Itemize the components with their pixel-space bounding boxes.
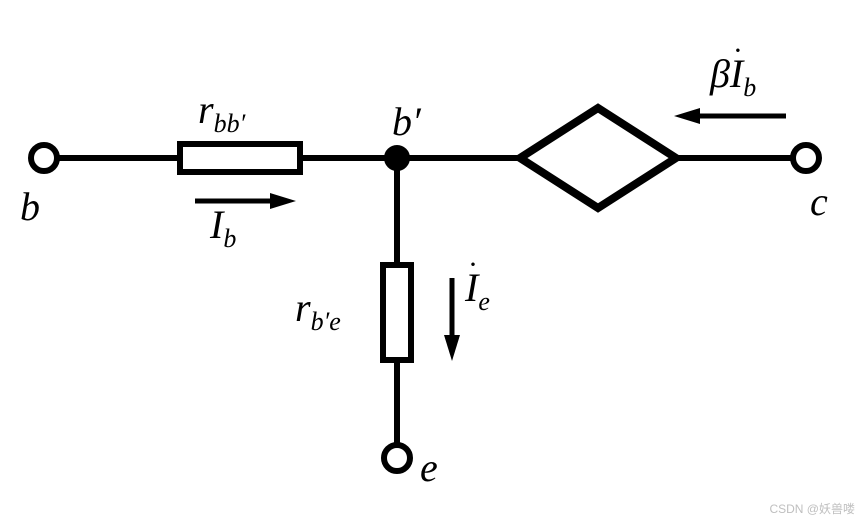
arrow-ie	[444, 278, 460, 361]
label-rbe: rb′e	[295, 284, 341, 337]
watermark: CSDN @妖兽喽	[769, 500, 855, 517]
terminal-c	[793, 145, 819, 171]
label-ie: · I e	[465, 268, 490, 315]
terminal-e	[384, 445, 410, 471]
resistor-rbe	[383, 265, 411, 360]
label-bprime: b′	[392, 98, 421, 145]
terminal-b	[31, 145, 57, 171]
dependent-source	[520, 108, 676, 208]
label-ib: · I b	[210, 205, 236, 252]
label-rbb: rbb′	[198, 86, 245, 139]
label-betaib: β · I b	[710, 54, 756, 101]
resistor-rbb	[180, 144, 300, 172]
label-e: e	[420, 444, 438, 491]
label-c: c	[810, 178, 828, 225]
label-b: b	[20, 183, 40, 230]
arrow-betaib	[674, 108, 786, 124]
